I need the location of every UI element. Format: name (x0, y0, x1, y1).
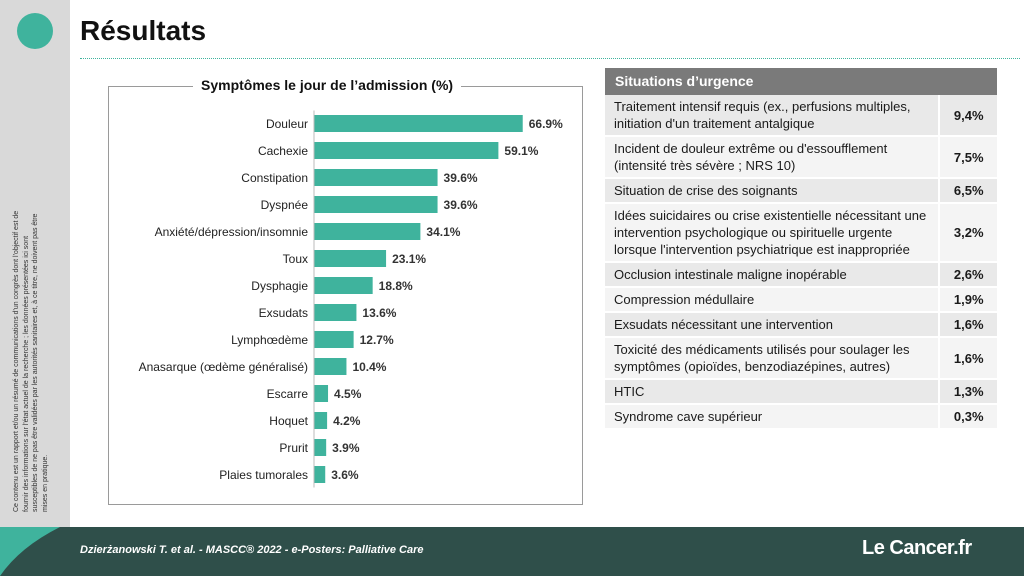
emergency-table: Situations d’urgence Traitement intensif… (605, 68, 997, 430)
bar (314, 358, 347, 375)
table-row: Traitement intensif requis (ex., perfusi… (605, 95, 997, 137)
category-label: Toux (283, 252, 308, 266)
situation-label: Occlusion intestinale maligne inopérable (605, 262, 940, 288)
value-label: 10.4% (352, 360, 386, 374)
footer: Dzierżanowski T. et al. - MASCC® 2022 - … (0, 527, 1024, 576)
value-label: 4.2% (333, 414, 361, 428)
category-label: Plaies tumorales (219, 468, 308, 482)
situation-value: 1,3% (938, 379, 997, 405)
bar (314, 250, 387, 267)
category-label: Prurit (279, 441, 308, 455)
category-label: Dysphagie (251, 279, 308, 293)
category-label: Escarre (267, 387, 309, 401)
brand-logo[interactable]: Le Cancer.fr (862, 537, 972, 559)
bar (314, 439, 327, 456)
bar (314, 412, 328, 429)
category-label: Lymphœdème (231, 333, 308, 347)
value-label: 3.6% (331, 468, 359, 482)
category-label: Hoquet (269, 414, 308, 428)
category-label: Anxiété/dépression/insomnie (155, 225, 309, 239)
value-label: 13.6% (362, 306, 396, 320)
table-row: Incident de douleur extrême ou d'essouff… (605, 136, 997, 179)
sidebar: Ce contenu est un rapport et/ou un résum… (0, 0, 70, 527)
table-row: Occlusion intestinale maligne inopérable… (605, 262, 997, 288)
value-label: 59.1% (504, 144, 538, 158)
value-label: 18.8% (379, 279, 413, 293)
bar (314, 466, 326, 483)
category-label: Constipation (241, 171, 308, 185)
table-row: HTIC 1,3% (605, 379, 997, 405)
value-label: 4.5% (334, 387, 362, 401)
value-label: 39.6% (444, 171, 478, 185)
value-label: 66.9% (529, 117, 563, 131)
category-label: Exsudats (259, 306, 308, 320)
table-row: Toxicité des médicaments utilisés pour s… (605, 337, 997, 380)
situation-label: Syndrome cave supérieur (605, 404, 940, 430)
category-label: Dyspnée (261, 198, 309, 212)
situation-value: 7,5% (938, 136, 997, 179)
bar (314, 331, 354, 348)
table-header: Situations d’urgence (605, 68, 997, 95)
situation-label: Compression médullaire (605, 287, 940, 313)
situation-label: Incident de douleur extrême ou d'essouff… (605, 136, 940, 179)
table-row: Syndrome cave supérieur 0,3% (605, 404, 997, 430)
situation-value: 2,6% (938, 262, 997, 288)
situation-label: Idées suicidaires ou crise existentielle… (605, 203, 940, 263)
category-label: Cachexie (258, 144, 308, 158)
value-label: 34.1% (426, 225, 460, 239)
value-label: 3.9% (332, 441, 360, 455)
value-label: 23.1% (392, 252, 426, 266)
bar (314, 223, 421, 240)
situation-label: Exsudats nécessitant une intervention (605, 312, 940, 338)
bar (314, 115, 523, 132)
bar (314, 385, 329, 402)
footer-wave-decoration (0, 527, 60, 576)
page-title: Résultats (80, 15, 207, 46)
bar (314, 142, 499, 159)
table-row: Compression médullaire 1,9% (605, 287, 997, 313)
title-divider (80, 58, 1020, 59)
table-row: Situation de crise des soignants 6,5% (605, 178, 997, 204)
bar (314, 277, 373, 294)
situation-value: 3,2% (938, 203, 997, 263)
situation-label: Situation de crise des soignants (605, 178, 940, 204)
category-label: Douleur (266, 117, 308, 131)
bar (314, 196, 438, 213)
value-label: 39.6% (444, 198, 478, 212)
chart-title: Symptômes le jour de l’admission (%) (193, 77, 462, 93)
footer-citation: Dzierżanowski T. et al. - MASCC® 2022 - … (80, 544, 424, 556)
situation-value: 0,3% (938, 404, 997, 430)
bar-chart: Douleur 66.9% Cachexie 59.1% Constipation 39.… (139, 110, 563, 488)
situation-label: HTIC (605, 379, 940, 405)
situation-value: 1,6% (938, 337, 997, 380)
table-row: Exsudats nécessitant une intervention 1,6… (605, 312, 997, 338)
bar (314, 304, 357, 321)
category-label: Anasarque (œdème généralisé) (139, 360, 308, 374)
bar (314, 169, 438, 186)
situation-value: 9,4% (938, 95, 997, 137)
situation-value: 6,5% (938, 178, 997, 204)
value-label: 12.7% (360, 333, 394, 347)
table-row: Idées suicidaires ou crise existentielle… (605, 203, 997, 263)
logo-circle-icon (17, 13, 53, 49)
situation-label: Traitement intensif requis (ex., perfusi… (605, 95, 940, 137)
situation-value: 1,9% (938, 287, 997, 313)
situation-value: 1,6% (938, 312, 997, 338)
situation-label: Toxicité des médicaments utilisés pour s… (605, 337, 940, 380)
